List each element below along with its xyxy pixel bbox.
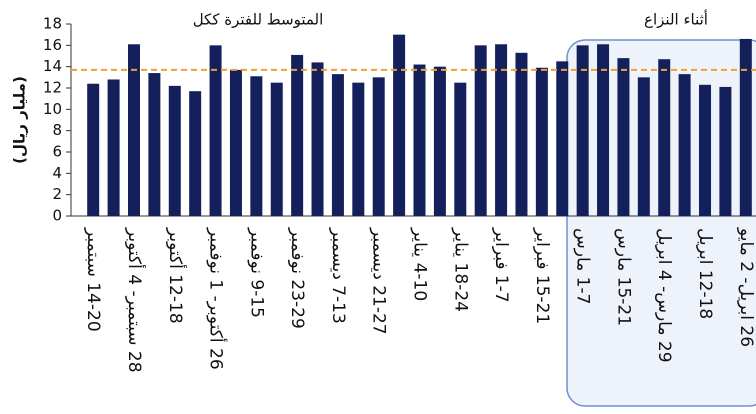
bar [597,44,610,217]
bar [617,58,630,217]
bar [556,61,569,217]
y-tick-label: 14 [43,57,62,75]
bar [352,82,365,217]
bar [291,54,304,216]
bar [372,77,385,216]
x-tick-label: 18-24 يناير [450,227,470,312]
bar [127,44,140,217]
bar [658,59,671,217]
x-tick-label: 23-29 نوفمبر [287,227,307,329]
x-tick-label: 15-21 مارس [613,228,633,326]
y-tick-label: 16 [43,36,62,54]
x-tick-label: 26 أكتوبر- 1 نوفمبر [206,227,228,370]
bar [229,69,242,216]
bar [576,45,589,217]
bar [87,83,100,216]
bar [678,74,691,216]
bar [168,85,181,216]
x-tick-label: 12-18 ابريل [695,228,715,319]
bar [637,77,650,216]
y-tick-label: 8 [52,121,62,139]
x-tick-label: 1-7 فبراير [491,227,511,303]
x-tick-label: 7-13 ديسمبر [328,227,348,324]
y-axis-label: (مليار ريال) [11,76,29,164]
bar [739,38,752,216]
x-tick-label: 12-18 أكتوبر [165,227,187,324]
bar [515,52,528,216]
y-tick-label: 10 [43,100,62,118]
bar [393,34,406,216]
bar [189,91,202,216]
x-tick-label: 26 ابريل- 2 مايو [736,227,756,347]
x-tick-label: 29 مارس- 4 ابريل [654,228,674,363]
x-tick-label: 4-10 يناير [410,227,430,301]
y-tick-label: 12 [43,79,62,97]
bar [535,67,548,216]
bar [699,84,712,216]
y-tick-label: 0 [52,207,62,225]
bar [433,66,446,217]
bar [474,45,487,217]
bar [107,79,120,216]
bar [413,64,426,217]
bar [250,76,263,217]
bar [311,62,324,217]
x-tick-label: 9-15 نوفمبر [246,227,266,318]
y-tick-label: 18 [43,15,62,33]
x-tick-label: 28 سبتمبر- 4 أكتوبر [124,227,146,373]
annotation: المتوسط للفترة ككل [193,11,324,29]
bar [719,86,732,216]
bar [148,73,161,216]
bar [454,82,467,217]
bar [495,44,508,217]
x-tick-label: 15-21 فبراير [532,227,552,324]
x-tick-label: 14-20 سبتمبر [83,227,103,332]
y-tick-label: 6 [52,143,62,161]
x-tick-label: 1-7 مارس [573,228,593,304]
y-tick-label: 4 [52,164,62,182]
x-tick-label: 21-27 ديسمبر [369,227,389,335]
bar [270,82,283,217]
bar [331,74,344,216]
y-tick-label: 2 [52,185,62,203]
annotation: أثناء النزاع [644,10,708,29]
bar [209,45,222,217]
